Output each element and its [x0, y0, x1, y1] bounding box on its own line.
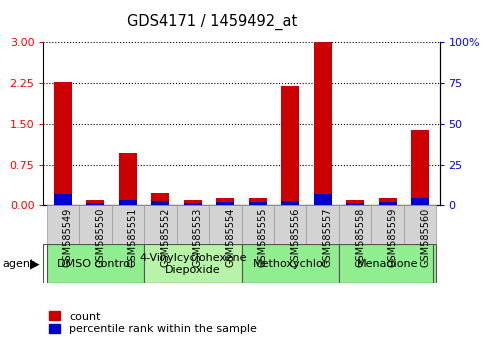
Bar	[184, 200, 202, 205]
Bar	[306, 205, 339, 244]
Text: GSM585552: GSM585552	[160, 207, 170, 267]
Bar	[47, 244, 144, 283]
Text: GSM585550: GSM585550	[96, 207, 105, 267]
Bar	[411, 130, 429, 205]
Bar	[54, 194, 72, 205]
Bar	[47, 205, 79, 244]
Text: ▶: ▶	[30, 257, 40, 270]
Bar	[177, 205, 209, 244]
Bar	[371, 205, 404, 244]
Bar	[151, 193, 169, 205]
Text: GSM585558: GSM585558	[355, 207, 365, 267]
Bar	[379, 198, 397, 205]
Bar	[274, 205, 306, 244]
Bar	[144, 244, 242, 283]
Text: GSM585556: GSM585556	[290, 207, 300, 267]
Bar	[281, 201, 299, 205]
Text: GSM585559: GSM585559	[387, 207, 398, 267]
Bar	[216, 198, 234, 205]
Bar	[249, 198, 267, 205]
Bar	[86, 200, 104, 205]
Bar	[339, 244, 436, 283]
Text: GSM585555: GSM585555	[258, 207, 268, 267]
Text: Methoxychlor: Methoxychlor	[253, 259, 328, 269]
Legend: count, percentile rank within the sample: count, percentile rank within the sample	[49, 311, 257, 334]
Bar	[314, 194, 332, 205]
Bar	[404, 205, 436, 244]
Text: GSM585560: GSM585560	[420, 207, 430, 267]
Bar	[112, 205, 144, 244]
Bar	[314, 42, 332, 205]
Bar	[184, 202, 202, 205]
Bar	[411, 198, 429, 205]
Text: GSM585557: GSM585557	[323, 207, 333, 267]
Text: GSM585549: GSM585549	[63, 207, 73, 267]
Bar	[339, 205, 371, 244]
Bar	[242, 244, 339, 283]
Bar	[216, 202, 234, 205]
Text: DMSO control: DMSO control	[57, 259, 133, 269]
Bar	[86, 202, 104, 205]
Text: agent: agent	[2, 259, 35, 269]
Bar	[119, 153, 137, 205]
Bar	[79, 205, 112, 244]
Text: GSM585553: GSM585553	[193, 207, 203, 267]
Bar	[242, 205, 274, 244]
Bar	[54, 82, 72, 205]
Text: GSM585551: GSM585551	[128, 207, 138, 267]
Text: 4-Vinylcyclohexene
Diepoxide: 4-Vinylcyclohexene Diepoxide	[139, 253, 246, 275]
Bar	[281, 86, 299, 205]
Bar	[144, 205, 177, 244]
Text: GSM585554: GSM585554	[225, 207, 235, 267]
Bar	[249, 202, 267, 205]
Text: GDS4171 / 1459492_at: GDS4171 / 1459492_at	[128, 14, 298, 30]
Bar	[346, 203, 364, 205]
Bar	[346, 200, 364, 205]
Bar	[151, 201, 169, 205]
Bar	[379, 202, 397, 205]
Bar	[119, 200, 137, 205]
Bar	[209, 205, 242, 244]
Text: Menadione: Menadione	[357, 259, 418, 269]
